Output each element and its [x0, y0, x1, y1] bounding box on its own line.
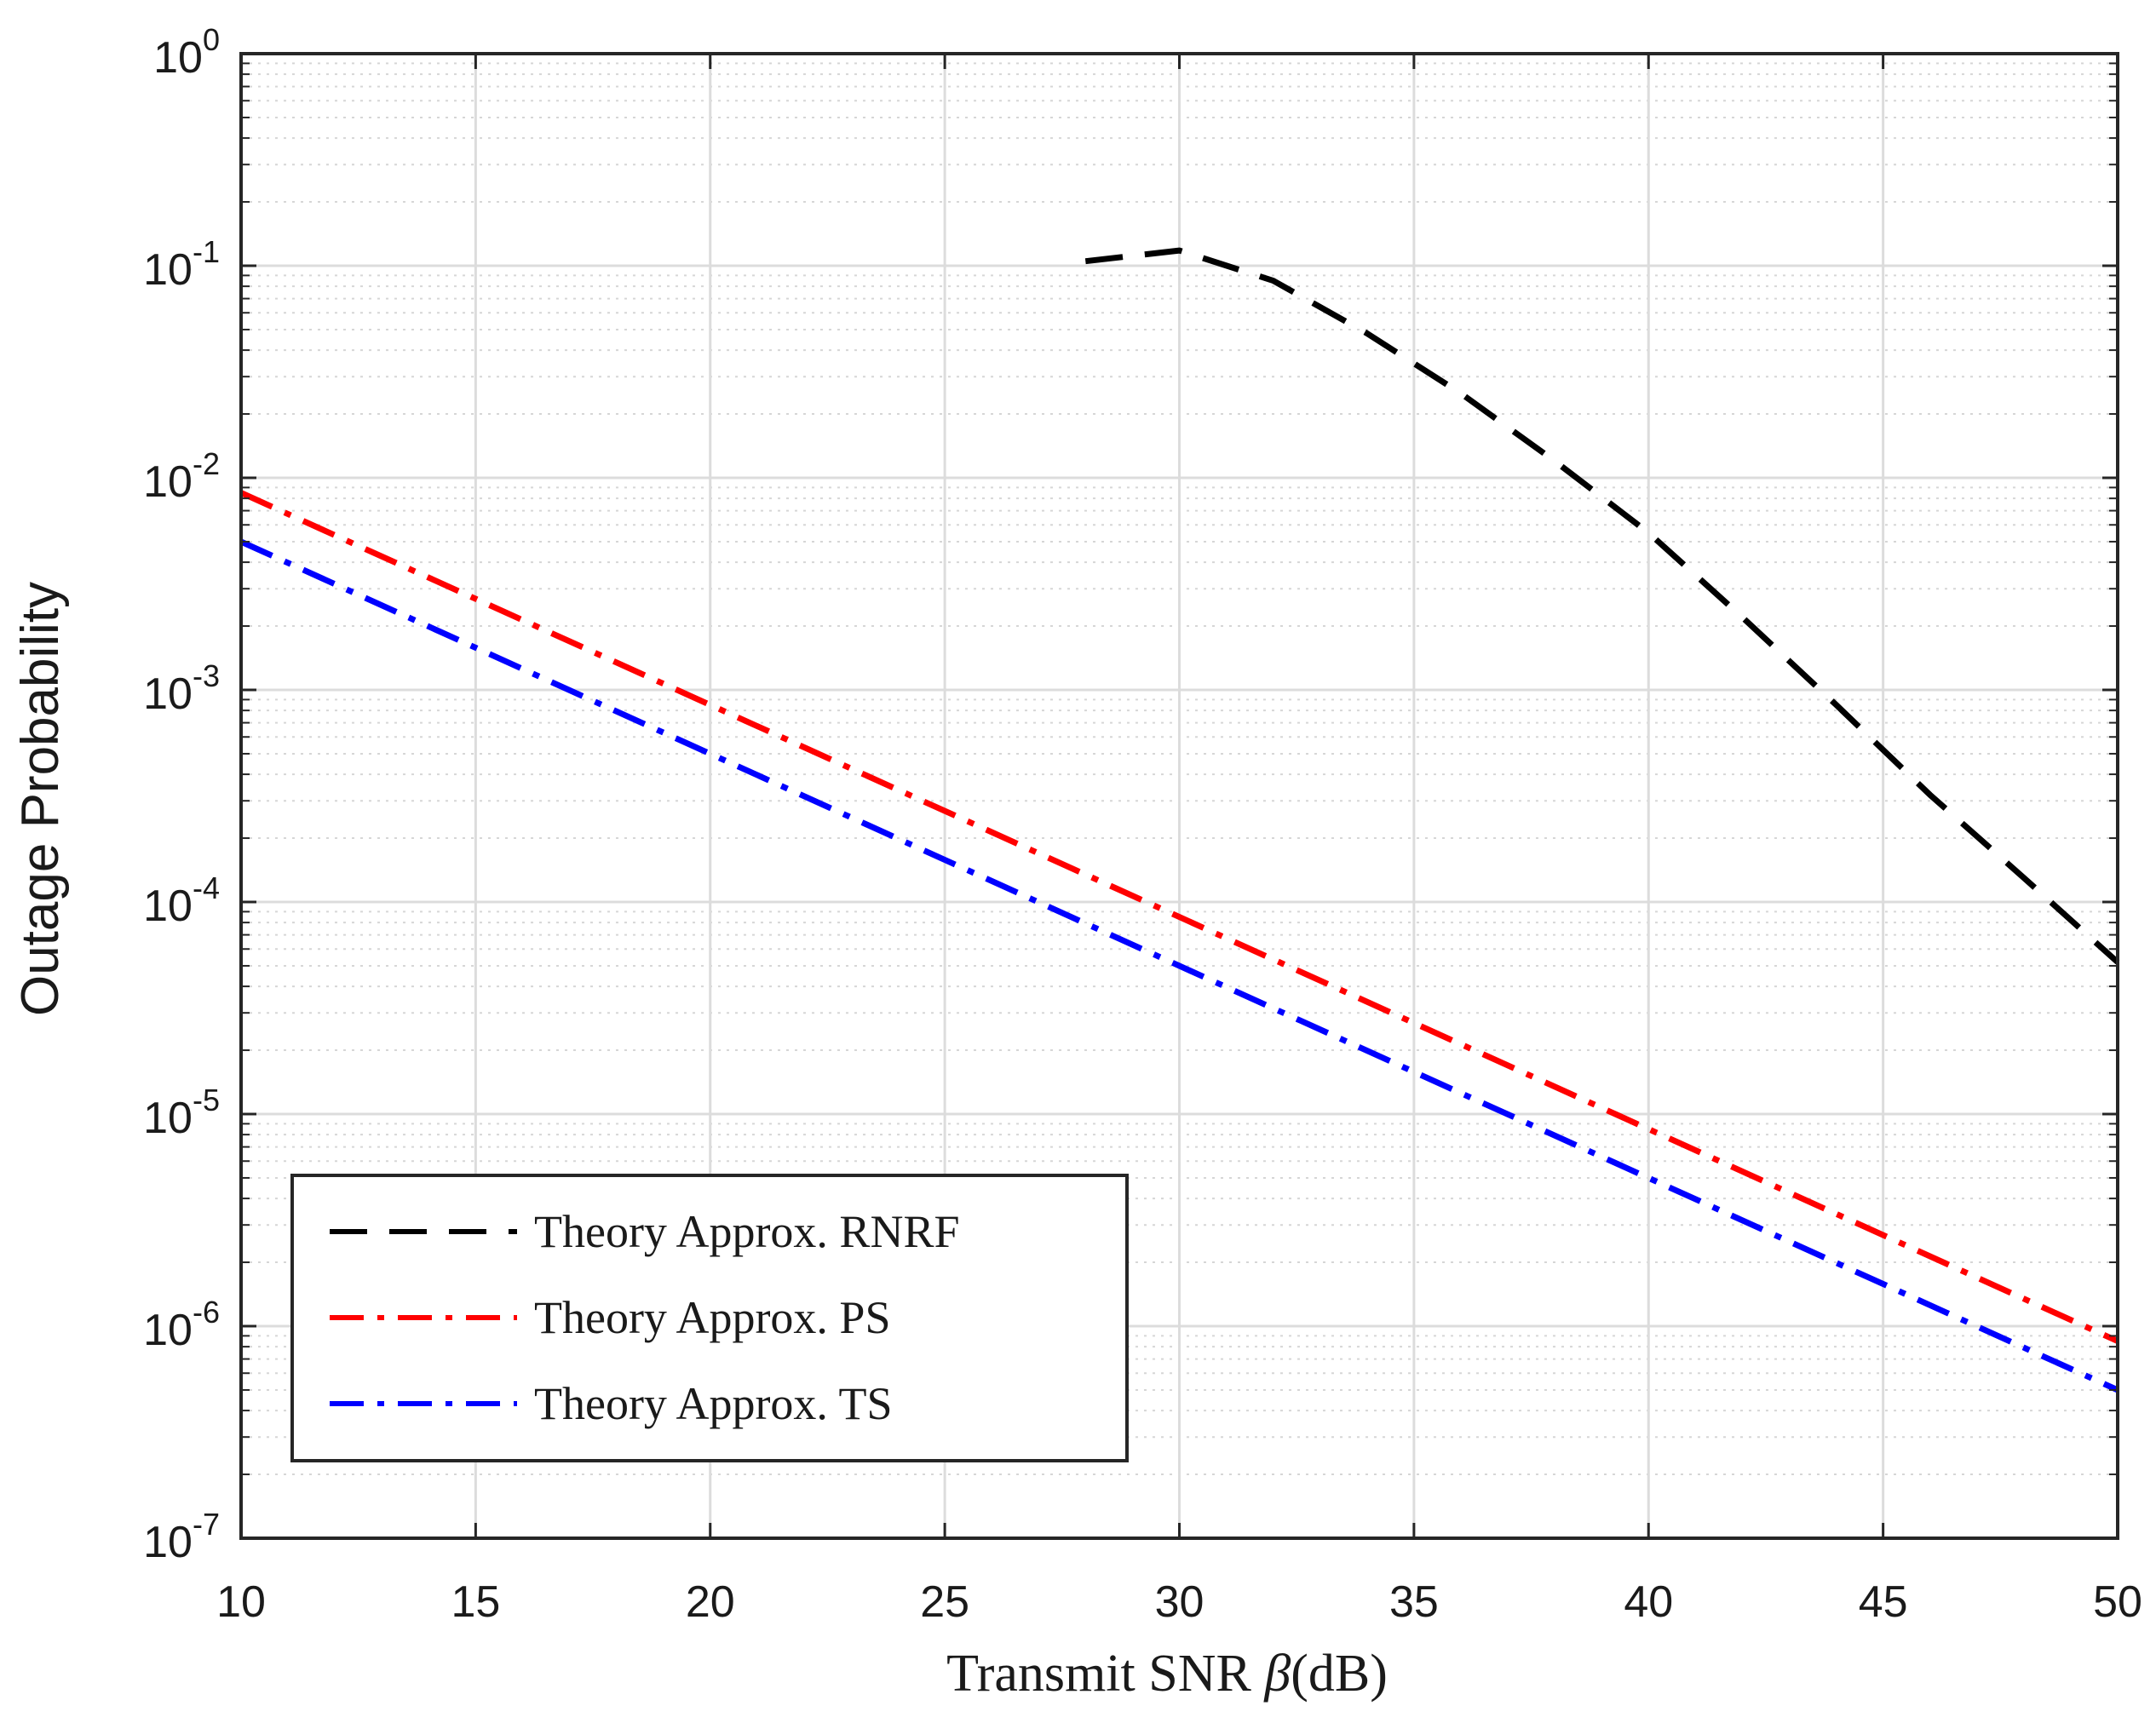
x-axis-label-prefix: Transmit SNR [946, 1645, 1264, 1703]
y-tick-label: 10-4 [143, 870, 220, 931]
y-tick-label: 10-5 [143, 1083, 220, 1143]
legend: Theory Approx. RNRF Theory Approx. PS Th… [290, 1174, 1129, 1462]
x-tick-label: 20 [686, 1577, 735, 1627]
series-layer [239, 247, 2120, 1393]
y-tick-label: 10-7 [143, 1507, 220, 1567]
x-tick-label: 25 [920, 1577, 969, 1627]
y-tick-label: 10-1 [143, 234, 220, 295]
y-tick-label: 10-2 [143, 446, 220, 507]
x-tick-label: 30 [1155, 1577, 1204, 1627]
series-line-1 [239, 490, 2119, 1344]
legend-label-ps: Theory Approx. PS [534, 1292, 891, 1343]
series-line-2 [239, 538, 2119, 1393]
y-tick-label: 100 [153, 22, 220, 83]
x-tick-label: 50 [2093, 1577, 2142, 1627]
major-grid [239, 52, 2119, 1540]
tick-marks [239, 52, 2119, 1540]
y-tick-labels: 100 10-1 10-2 10-3 10-4 10-5 10-6 10-7 [143, 22, 220, 1567]
y-tick-label: 10-6 [143, 1295, 220, 1355]
legend-label-rnrf: Theory Approx. RNRF [534, 1206, 960, 1257]
x-tick-label: 35 [1389, 1577, 1439, 1627]
x-tick-label: 45 [1859, 1577, 1908, 1627]
y-axis-label: Outage Probability [11, 582, 70, 1016]
x-tick-label: 10 [216, 1577, 266, 1627]
x-axis-label-symbol: β [1263, 1645, 1291, 1703]
x-tick-label: 40 [1624, 1577, 1673, 1627]
x-tick-label: 15 [451, 1577, 500, 1627]
x-axis-label-suffix: (dB) [1291, 1645, 1388, 1703]
x-tick-labels: 10 15 20 25 30 35 40 45 50 [216, 1577, 2142, 1627]
x-axis-label: Transmit SNR β(dB) [946, 1645, 1388, 1703]
y-tick-label: 10-3 [143, 658, 220, 719]
legend-label-ts: Theory Approx. TS [534, 1378, 892, 1429]
